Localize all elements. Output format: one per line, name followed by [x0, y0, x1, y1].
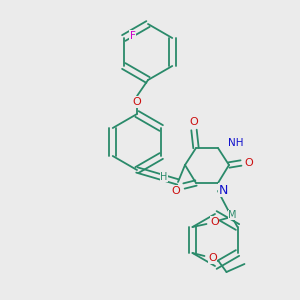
Text: H: H: [160, 172, 168, 182]
Text: O: O: [190, 117, 198, 127]
Text: M: M: [228, 210, 237, 220]
Text: F: F: [130, 31, 136, 41]
Text: O: O: [244, 158, 253, 168]
Text: M: M: [228, 212, 229, 214]
Text: O: O: [172, 186, 180, 196]
Text: O: O: [133, 97, 141, 107]
Text: O: O: [208, 253, 217, 263]
Text: N: N: [218, 184, 228, 196]
Text: NH: NH: [228, 138, 244, 148]
Text: O: O: [210, 217, 219, 227]
